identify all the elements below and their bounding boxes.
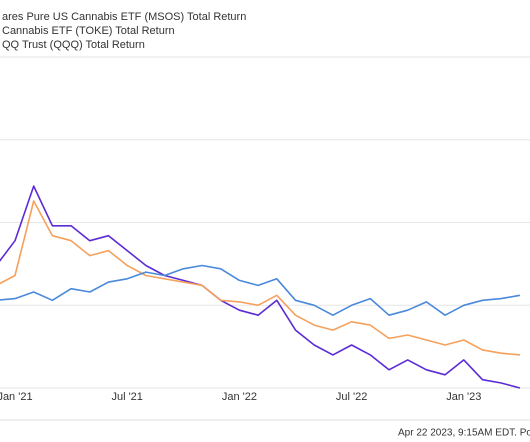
x-tick-label: Jul '22 (336, 391, 367, 403)
legend-label: ares Pure US Cannabis ETF (MSOS) Total R… (2, 11, 246, 23)
x-tick-label: Jan '22 (222, 391, 257, 403)
x-tick-label: Jul '21 (111, 391, 142, 403)
x-tick-label: Jan '23 (446, 391, 481, 403)
x-tick-label: Jan '21 (0, 391, 33, 403)
footer: Apr 22 2023, 9:15AM EDT. Powered by (398, 428, 530, 439)
series-line (0, 185, 521, 389)
series-line (0, 264, 521, 316)
legend-label: QQ Trust (QQQ) Total Return (2, 39, 145, 51)
legend-label: Cannabis ETF (TOKE) Total Return (2, 25, 175, 37)
series-line (0, 200, 520, 356)
